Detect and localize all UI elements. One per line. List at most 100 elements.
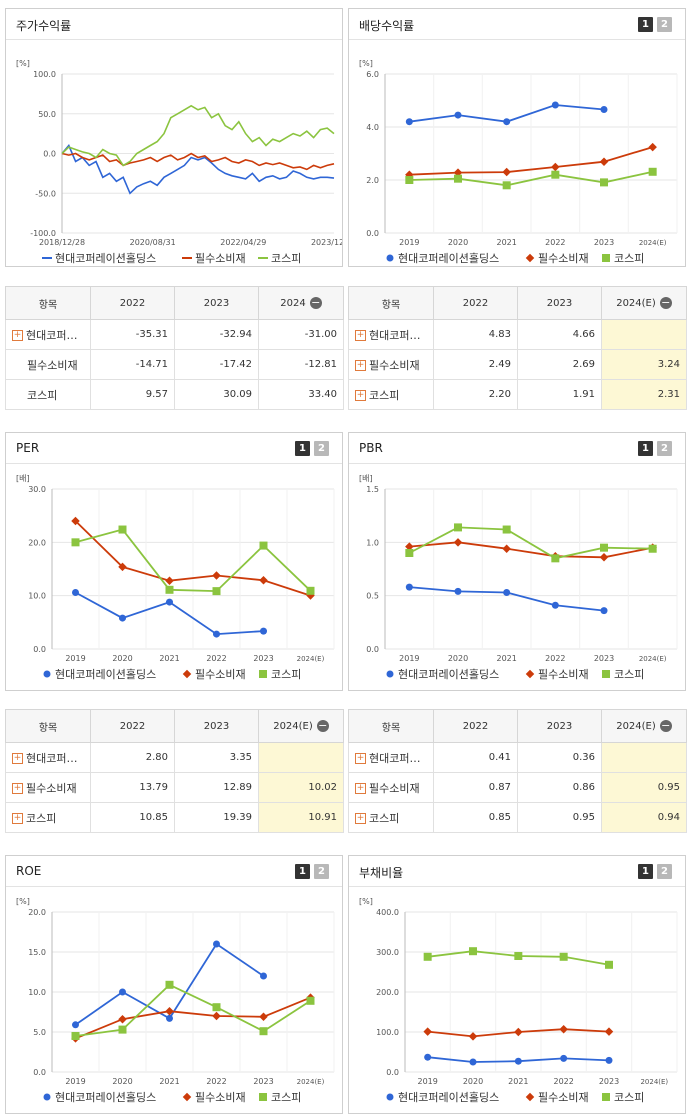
pbr-table: 항목 2022 2023 2024(E) − + 현대코퍼… 0.41 0.36 + 필수소비재 0.…	[348, 709, 687, 833]
data-point	[551, 601, 559, 609]
per-table: 항목 2022 2023 2024(E) − + 현대코퍼… 2.80 3.35 + 필수소비재 13…	[5, 709, 344, 833]
y-tick-label: -50.0	[35, 189, 56, 198]
table-cell: 30.09	[174, 379, 259, 410]
stock-return-panel: 주가수익률 [%] 100.0 50.0 0.0 -50.0 -100.0 2018/12/…	[5, 8, 343, 267]
page-2-button[interactable]: 2	[314, 441, 329, 456]
series-line	[61, 143, 335, 195]
y-tick-label: 30.0	[28, 485, 46, 494]
column-header: 항목	[5, 709, 91, 743]
table-header-row: 항목 2022 2023 2024(E) −	[5, 709, 344, 743]
expand-icon[interactable]: +	[355, 390, 366, 401]
x-tick-label: 2022	[206, 654, 226, 663]
roe-panel: ROE 1 2 [%] 20.0 15.0 10.0 5.0 0.0 2019 2020 202…	[5, 855, 343, 1114]
column-header-label: 항목	[381, 722, 401, 734]
expand-icon[interactable]: +	[12, 813, 23, 824]
collapse-icon[interactable]: −	[659, 719, 672, 732]
data-point	[423, 952, 432, 961]
panel-title: PBR	[359, 441, 383, 455]
page-2-button[interactable]: 2	[657, 17, 672, 32]
page-2-button[interactable]: 2	[314, 864, 329, 879]
expand-icon[interactable]: +	[355, 813, 366, 824]
panel-header: 부채비율 1 2	[349, 856, 685, 887]
legend-label: 코스피	[614, 1091, 644, 1104]
expand-icon[interactable]: +	[355, 753, 366, 764]
column-header: 2022	[90, 286, 175, 320]
column-header-label: 항목	[38, 722, 58, 734]
column-header: 2024−	[258, 286, 344, 320]
collapse-icon[interactable]: −	[309, 296, 322, 309]
y-tick-label: -100.0	[30, 229, 56, 238]
data-point	[468, 1032, 478, 1041]
column-header: 2024(E) −	[258, 709, 344, 743]
panel-title: 배당수익률	[359, 19, 415, 33]
page-1-button[interactable]: 1	[295, 441, 310, 456]
page-1-button[interactable]: 1	[638, 864, 653, 879]
x-tick-label: 2018/12/28	[39, 238, 85, 247]
data-point	[405, 176, 414, 184]
y-tick-label: 0.0	[366, 229, 379, 238]
data-point	[514, 952, 523, 960]
column-header: 항목	[348, 286, 434, 320]
series-line	[409, 146, 653, 176]
collapse-icon[interactable]: −	[659, 296, 672, 309]
row-name-label: 현대코퍼…	[369, 328, 421, 342]
data-point	[454, 523, 462, 532]
page-1-button[interactable]: 1	[638, 17, 653, 32]
page-2-button[interactable]: 2	[657, 441, 672, 456]
table-cell: 12.89	[174, 772, 259, 803]
data-point	[648, 142, 657, 152]
table-cell: 2.49	[433, 349, 518, 380]
table-cell: -12.81	[258, 349, 344, 380]
data-point	[43, 1093, 51, 1101]
panel-title: ROE	[16, 864, 42, 878]
y-tick-label: 0.0	[366, 645, 379, 654]
data-point	[551, 554, 560, 563]
expand-icon[interactable]: +	[355, 783, 366, 794]
expand-icon[interactable]: +	[12, 753, 23, 764]
data-point	[605, 1056, 613, 1064]
column-header: 항목	[348, 709, 434, 743]
page-2-button[interactable]: 2	[657, 864, 672, 879]
table-cell: 0.36	[517, 742, 602, 773]
data-point	[259, 541, 268, 550]
table-row: 코스피 9.57 30.09 33.40	[5, 379, 344, 410]
data-point	[118, 562, 127, 572]
y-tick-label: 15.0	[28, 948, 46, 957]
data-point	[212, 1011, 221, 1021]
y-tick-label: 4.0	[366, 123, 379, 132]
data-point	[454, 587, 462, 595]
x-tick-label: 2024(E)	[297, 1078, 325, 1086]
column-header-label: 2022	[119, 720, 146, 732]
panel-header: PBR 1 2	[349, 433, 685, 464]
expand-icon[interactable]: +	[355, 360, 366, 371]
x-tick-label: 2023/12/28	[311, 238, 342, 247]
table-cell: 4.83	[433, 319, 518, 350]
data-point	[525, 669, 535, 679]
row-name-label: 현대코퍼…	[369, 751, 421, 765]
data-point	[165, 980, 174, 989]
data-point	[405, 583, 413, 591]
x-tick-label: 2021	[159, 654, 179, 663]
column-header-label: 2023	[203, 297, 230, 309]
table-cell: 0.86	[517, 772, 602, 803]
x-tick-label: 2019	[65, 654, 85, 663]
data-point	[72, 1021, 79, 1029]
expand-icon[interactable]: +	[12, 783, 23, 794]
page-1-button[interactable]: 1	[295, 864, 310, 879]
data-point	[602, 1093, 610, 1101]
column-header-label: 항목	[38, 299, 58, 311]
expand-icon[interactable]: +	[12, 330, 23, 341]
data-point	[119, 988, 126, 996]
collapse-icon[interactable]: −	[316, 719, 329, 732]
series-line	[75, 996, 311, 1040]
x-tick-label: 2024(E)	[639, 239, 667, 247]
data-point	[454, 174, 462, 183]
page-1-button[interactable]: 1	[638, 441, 653, 456]
axis-unit: [%]	[359, 59, 373, 68]
data-point	[600, 178, 608, 187]
row-name-label: 코스피	[369, 388, 400, 402]
column-header: 2024(E) −	[601, 709, 687, 743]
table-cell: -17.42	[174, 349, 259, 380]
expand-icon[interactable]: +	[355, 330, 366, 341]
column-header-label: 2024(E)	[616, 298, 656, 309]
